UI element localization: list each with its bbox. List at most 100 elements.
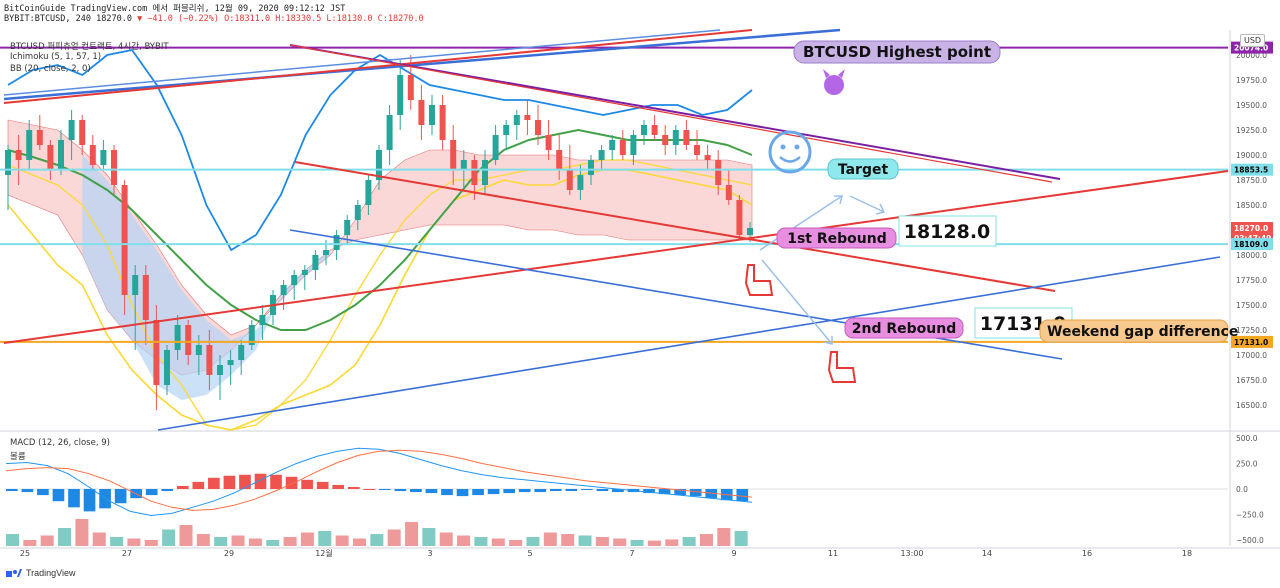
y-tick-label: 19750.0 (1236, 76, 1267, 85)
candle-body (439, 105, 446, 140)
candle-body (89, 145, 96, 165)
candle-body (397, 75, 404, 115)
candle-body (429, 105, 435, 125)
price-label-box (1231, 238, 1273, 251)
volume-bar (370, 534, 384, 546)
y-tick-label: 18750.0 (1236, 176, 1267, 185)
volume-bar (387, 529, 401, 546)
volume-bar (717, 528, 731, 546)
x-tick-label: 5 (527, 549, 532, 558)
smiley-face-icon (768, 130, 812, 174)
macd-histogram-bar (83, 489, 96, 512)
volume-bar (734, 531, 748, 546)
x-tick-label: 27 (122, 549, 132, 558)
candle-body (174, 325, 181, 350)
y-tick-label: 17500.0 (1236, 301, 1267, 310)
macd-histogram-bar (596, 489, 609, 492)
smiley-eye-icon (780, 144, 786, 150)
ascending-support-blue (157, 256, 1221, 431)
tradingview-logo[interactable]: TradingView (6, 568, 76, 578)
macd-histogram-bar (503, 489, 515, 494)
tradingview-logo-icon (6, 569, 22, 577)
ichimoku-cloud-blue (82, 155, 331, 400)
macd-tick-label: −250.0 (1236, 510, 1264, 519)
currency-badge[interactable]: USD (1240, 34, 1266, 47)
x-tick-label: 14 (982, 549, 992, 558)
candle-body (153, 320, 160, 385)
candle-body (333, 235, 340, 250)
y-tick-label: 17000.0 (1236, 351, 1267, 360)
macd-histogram-bar (114, 489, 127, 504)
publish-header: BitCoinGuide TradingView.com 에서 퍼블리쉬, 12… (4, 4, 346, 14)
price-change: ▼ −41.0 (−0.22%) (137, 14, 219, 24)
highest-point-callout (793, 40, 1001, 64)
candle-body (365, 180, 372, 205)
macd-histogram-bar (689, 489, 702, 497)
candle-body (291, 275, 298, 285)
bb-upper-band (7, 49, 753, 252)
legend-bb[interactable]: BB (20, close, 2, 0) (10, 64, 91, 74)
x-tick-label: 3 (427, 549, 432, 558)
candle-body (164, 350, 170, 385)
x-tick-label: 29 (224, 549, 234, 558)
candle-body (588, 160, 594, 175)
candle-body (206, 345, 213, 375)
volume-bar (665, 539, 679, 546)
rebound-1-label: 1st Rebound (787, 231, 887, 247)
macd-histogram-bar (270, 474, 282, 489)
price-label-text: 18853.5 (1234, 166, 1268, 175)
resistance-line-red (289, 44, 1053, 183)
smiley-mouth-icon (779, 156, 801, 163)
volume-bar (266, 540, 280, 546)
macd-histogram-bar (410, 489, 422, 493)
macd-tick-label: 0.0 (1236, 485, 1248, 494)
volume-bar (422, 528, 436, 546)
x-tick-label: 25 (20, 549, 30, 558)
legend-volume[interactable]: 볼륨 (10, 452, 26, 462)
candle-body (460, 160, 467, 170)
candle-body (227, 360, 234, 365)
legend-ichimoku[interactable]: Ichimoku (5, 1, 57, 1) (10, 52, 102, 62)
volume-bar (352, 538, 366, 546)
volume-bar (578, 535, 592, 546)
volume-bar (248, 538, 262, 546)
rebound-2-label: 2nd Rebound (852, 321, 956, 337)
y-tick-label: 19000.0 (1236, 151, 1267, 160)
macd-histogram-bar (736, 489, 749, 502)
projection-arrow (759, 195, 843, 251)
rebound-2-callout (844, 317, 964, 339)
candle-body (736, 200, 743, 235)
candle-body (619, 140, 626, 155)
price-label-box (1231, 163, 1273, 176)
target-label: Target (838, 162, 889, 178)
resistance-line-purple (289, 44, 1061, 180)
volume-bar (630, 540, 644, 546)
macd-histogram-bar (347, 486, 360, 489)
candle-body (524, 115, 531, 120)
projection-arrow (761, 259, 833, 345)
candle-body (185, 325, 192, 355)
volume-bar (231, 535, 245, 546)
legend-macd[interactable]: MACD (12, 26, close, 9) (10, 438, 110, 448)
volume-bar (647, 540, 661, 546)
macd-tick-label: 250.0 (1236, 460, 1258, 469)
macd-histogram-bar (472, 489, 484, 496)
candle-body (376, 150, 382, 180)
ohlc-values: O:18311.0 H:18330.5 L:18130.0 C:18270.0 (224, 14, 424, 24)
candle-body (566, 170, 573, 190)
y-tick-label: 17250.0 (1236, 326, 1267, 335)
volume-bar (699, 534, 713, 546)
candle-body (354, 205, 361, 220)
y-tick-label: 18000.0 (1236, 251, 1267, 260)
volume-bar (595, 537, 609, 546)
candle-body (503, 125, 510, 135)
pointing-hand-icon (744, 264, 774, 296)
macd-histogram-bar (518, 489, 531, 493)
candle-body (132, 275, 139, 295)
volume-bar (682, 537, 696, 546)
x-tick-label: 9 (731, 549, 736, 558)
candle-body (662, 135, 669, 145)
candle-body (15, 150, 22, 160)
target-callout (827, 158, 899, 180)
